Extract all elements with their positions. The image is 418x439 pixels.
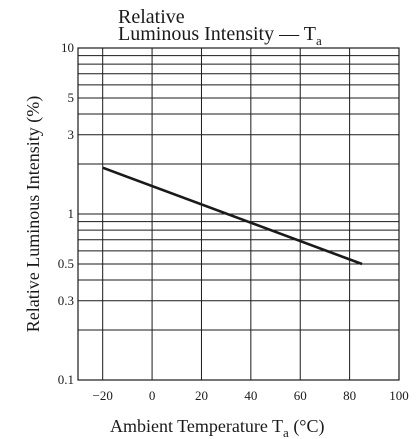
x-tick-label: 0 — [149, 388, 156, 403]
y-tick-label: 10 — [61, 40, 74, 55]
chart-title-line2: Luminous Intensity — Ta — [118, 23, 322, 48]
y-tick-label: 0.1 — [58, 372, 74, 387]
x-tick-label: −20 — [93, 388, 113, 403]
chart-title-main: Luminous Intensity — T — [118, 23, 316, 45]
series-line — [102, 166, 363, 266]
x-tick-label: 20 — [195, 388, 208, 403]
chart-title-subscript: a — [316, 33, 322, 48]
y-tick-label: 3 — [68, 127, 75, 142]
x-axis-label-unit: (°C) — [289, 416, 325, 437]
grid-layer — [77, 47, 400, 381]
x-tick-label: 80 — [343, 388, 356, 403]
tick-layer: −20 0 20 40 60 80 100 0.1 0.3 0.5 1 3 5 10 — [58, 40, 409, 403]
series-layer — [102, 166, 363, 266]
plot-frame — [77, 47, 400, 381]
y-axis-label: Relative Luminous Intensity (%) — [23, 96, 44, 332]
x-axis-label: Ambient Temperature Ta (°C) — [110, 416, 325, 439]
y-tick-label: 1 — [68, 206, 75, 221]
y-tick-label: 5 — [68, 90, 75, 105]
y-tick-label: 0.5 — [58, 256, 74, 271]
y-tick-label: 0.3 — [58, 293, 74, 308]
chart-title-line1: Relative — [118, 6, 185, 28]
x-tick-label: 60 — [294, 388, 307, 403]
x-axis-label-main: Ambient Temperature T — [110, 416, 283, 436]
x-tick-label: 100 — [389, 388, 409, 403]
x-tick-label: 40 — [244, 388, 257, 403]
x-axis-label-subscript: a — [283, 425, 289, 439]
